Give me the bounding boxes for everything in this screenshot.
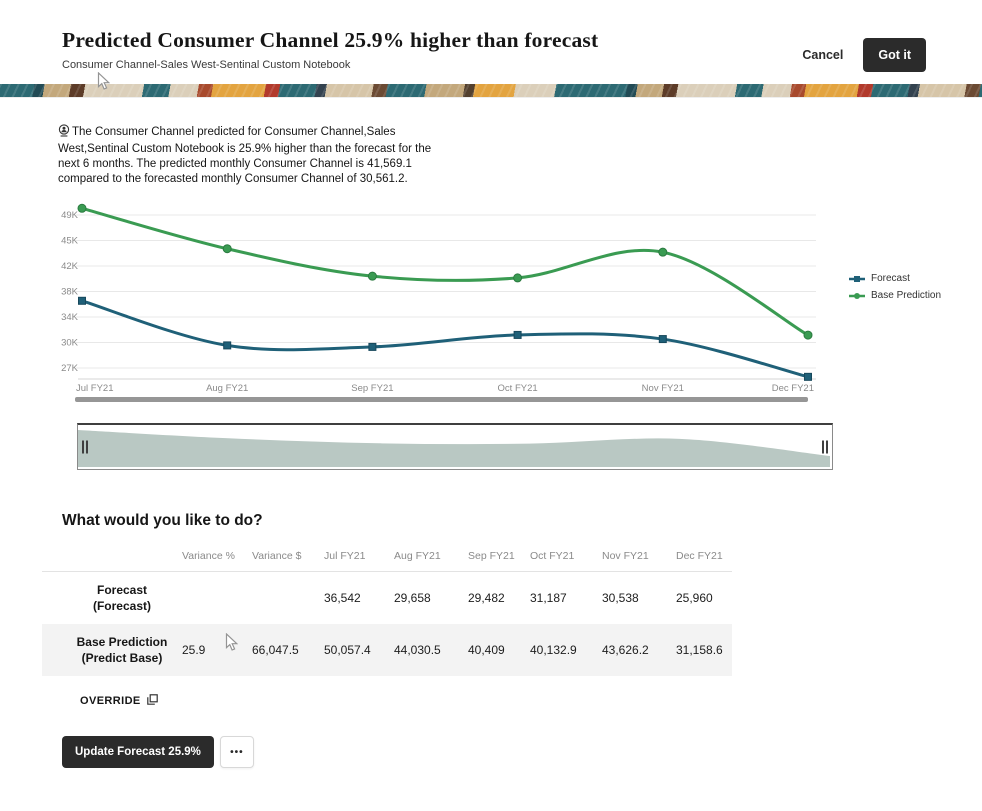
chart-scrollbar[interactable]	[75, 397, 808, 402]
x-axis-label: Aug FY21	[206, 383, 248, 394]
chart-legend: Forecast Base Prediction	[848, 273, 941, 397]
x-axis-label: Oct FY21	[498, 383, 538, 394]
table-cell[interactable]	[182, 572, 252, 625]
data-point[interactable]	[803, 330, 813, 340]
table-cell[interactable]	[252, 572, 324, 625]
overview-area[interactable]	[78, 425, 830, 467]
data-point[interactable]	[77, 203, 87, 213]
table-cell[interactable]: 40,409	[468, 643, 505, 657]
override-row[interactable]: OVERRIDE	[80, 694, 982, 708]
planning-table: Variance % Variance $ Jul FY21 Aug FY21 Sep …	[42, 542, 732, 676]
data-point[interactable]	[658, 247, 668, 257]
row-label: Forecast (Forecast)	[92, 583, 151, 613]
legend-item-base-prediction[interactable]: Base Prediction	[848, 290, 941, 301]
legend-item-forecast[interactable]: Forecast	[848, 273, 941, 284]
column-header: Variance $	[252, 542, 324, 572]
overview-slider[interactable]	[77, 423, 833, 470]
table-cell[interactable]: 36,542	[324, 591, 361, 605]
table-cell[interactable]: 25,960	[676, 591, 713, 605]
insight-icon	[58, 124, 70, 142]
table-cell[interactable]: 29,482	[468, 591, 505, 605]
overview-fill	[78, 430, 830, 467]
copy-icon[interactable]	[146, 694, 158, 708]
insight-text: The Consumer Channel predicted for Consu…	[58, 126, 432, 185]
override-label: OVERRIDE	[80, 695, 141, 707]
data-point[interactable]	[804, 372, 812, 381]
data-point[interactable]	[223, 341, 232, 350]
data-point[interactable]	[513, 330, 522, 339]
table-cell[interactable]: 29,658	[394, 591, 431, 605]
more-options-button[interactable]: •••	[219, 736, 254, 768]
data-point[interactable]	[78, 296, 86, 305]
x-axis-label: Dec FY21	[772, 383, 814, 394]
legend-label: Base Prediction	[871, 290, 942, 301]
legend-marker-icon	[849, 292, 865, 299]
chart-region: 27K 30K 34K 38K 42K 45K 49K Jul FY21 Aug FY21 Sep…	[58, 201, 982, 397]
page-header: Predicted Consumer Channel 25.9% higher …	[0, 0, 982, 72]
column-header: Sep FY21	[468, 542, 530, 572]
range-left-handle[interactable]	[82, 440, 88, 454]
got-it-button[interactable]: Got it	[863, 38, 926, 72]
table-row[interactable]: Base Prediction (Predict Base) 25.9 66,047.…	[42, 624, 732, 676]
data-point[interactable]	[222, 244, 232, 254]
insight-message: The Consumer Channel predicted for Consu…	[58, 124, 444, 187]
update-forecast-button[interactable]: Update Forecast 25.9%	[62, 736, 214, 768]
column-header	[62, 542, 182, 572]
x-axis-label: Jul FY21	[76, 383, 114, 394]
x-axis-label: Sep FY21	[351, 383, 393, 394]
column-header: Nov FY21	[602, 542, 676, 572]
table-cell[interactable]: 43,626.2	[602, 643, 649, 657]
data-point[interactable]	[367, 271, 377, 281]
trend-chart[interactable]: 27K 30K 34K 38K 42K 45K 49K Jul FY21 Aug FY21 Sep…	[58, 201, 838, 397]
row-spacer	[42, 572, 62, 625]
series-line-base-prediction[interactable]	[80, 206, 810, 337]
decorative-banner	[0, 84, 982, 98]
table-cell[interactable]: 25.9	[182, 643, 206, 657]
data-point[interactable]	[513, 273, 523, 283]
row-label: Base Prediction (Predict Base)	[76, 635, 168, 665]
table-cell[interactable]: 44,030.5	[394, 643, 441, 657]
legend-label: Forecast	[871, 273, 910, 284]
page-subtitle: Consumer Channel-Sales West-Sentinal Cus…	[62, 59, 351, 71]
row-spacer	[42, 624, 62, 676]
main-content: The Consumer Channel predicted for Consu…	[0, 124, 982, 768]
table-cell[interactable]: 66,047.5	[252, 643, 299, 657]
column-header: Oct FY21	[530, 542, 602, 572]
action-bar: Update Forecast 25.9% •••	[62, 736, 982, 768]
page-title: Predicted Consumer Channel 25.9% higher …	[62, 28, 599, 52]
y-axis-label: 42K	[61, 261, 79, 272]
table-cell[interactable]: 50,057.4	[324, 643, 371, 657]
y-axis-label: 45K	[61, 236, 79, 247]
table-cell[interactable]: 31,187	[530, 591, 567, 605]
table-cell[interactable]: 40,132.9	[530, 643, 577, 657]
table-cell[interactable]: 31,158.6	[676, 643, 723, 657]
column-header-spacer	[42, 542, 62, 572]
series-line-forecast[interactable]	[80, 299, 810, 379]
column-header: Dec FY21	[676, 542, 732, 572]
section-heading: What would you like to do?	[62, 512, 263, 529]
column-header: Variance %	[182, 542, 252, 572]
legend-marker-icon	[849, 275, 865, 282]
y-axis-label: 49K	[61, 210, 79, 221]
data-point[interactable]	[368, 342, 377, 351]
header-actions: Cancel Got it	[802, 38, 926, 72]
column-header: Jul FY21	[324, 542, 394, 572]
x-axis-label: Nov FY21	[642, 383, 684, 394]
table-row[interactable]: Forecast (Forecast) 36,542 29,658 29,482 31,1…	[42, 572, 732, 625]
range-right-handle[interactable]	[822, 440, 828, 454]
cancel-button[interactable]: Cancel	[802, 48, 844, 62]
y-axis-label: 27K	[61, 363, 79, 374]
y-axis-label: 38K	[61, 287, 79, 298]
column-header: Aug FY21	[394, 542, 468, 572]
data-point[interactable]	[658, 335, 667, 344]
y-axis-label: 34K	[61, 312, 79, 323]
y-axis-label: 30K	[61, 338, 79, 349]
table-cell[interactable]: 30,538	[602, 591, 639, 605]
